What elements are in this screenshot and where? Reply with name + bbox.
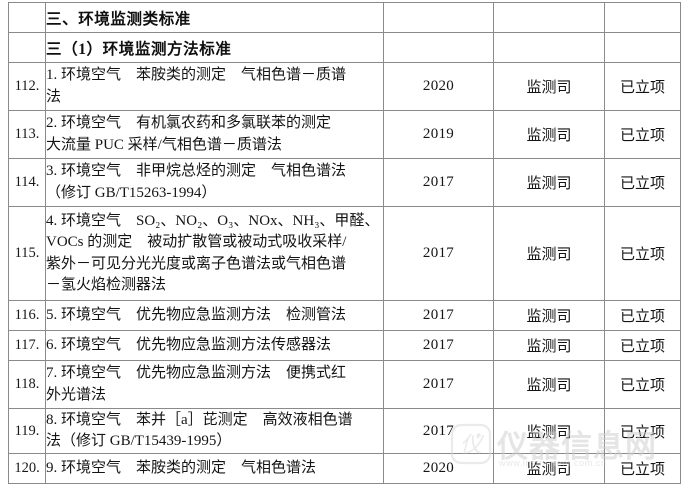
- section-row-dept-cell: [493, 32, 605, 63]
- row-year: 2020: [383, 453, 494, 484]
- row-title-line: 8. 环境空气 苯并［a］芘测定 高效液相色谱: [46, 411, 353, 428]
- row-year: 2017: [383, 330, 494, 361]
- row-status: 已立项: [604, 453, 681, 484]
- row-title-line: 法: [46, 88, 62, 105]
- row-title: 7. 环境空气 优先物应急监测方法 便携式红 外光谱法: [45, 360, 384, 409]
- section-title: 三、环境监测类标准: [45, 2, 384, 33]
- section-row-num-cell: [8, 2, 46, 33]
- row-status: 已立项: [604, 360, 681, 409]
- row-title-line: －氢火焰检测器法: [46, 277, 167, 293]
- row-department: 监测司: [493, 453, 605, 484]
- table-row: 117. 6. 环境空气 优先物应急监测方法传感器法 2017 监测司 已立项: [8, 330, 681, 361]
- row-department: 监测司: [493, 158, 605, 207]
- row-title-line: 4. 环境空气 SO₂、NO₂、O₃、NOx、NH₃、甲醛、: [46, 212, 380, 229]
- row-year: 2020: [383, 62, 494, 111]
- table-body: 三、环境监测类标准 三（1）环境监测方法标准 112. 1. 环境空气 苯胺类的…: [8, 2, 681, 484]
- row-status: 已立项: [604, 408, 681, 454]
- row-title: 3. 环境空气 非甲烷总烃的测定 气相色谱法 （修订 GB/T15263-1994…: [45, 158, 384, 207]
- row-title-line: 大流量 PUC 采样/气相色谱－质谱法: [46, 136, 282, 153]
- row-department: 监测司: [493, 110, 605, 159]
- table-row: 114. 3. 环境空气 非甲烷总烃的测定 气相色谱法 （修订 GB/T15263…: [8, 158, 681, 207]
- section-row-dept-cell: [493, 2, 605, 33]
- row-title-line: 9. 环境空气 苯胺类的测定 气相色谱法: [46, 459, 317, 476]
- table-row: 120. 9. 环境空气 苯胺类的测定 气相色谱法 2020 监测司 已立项: [8, 453, 681, 484]
- row-title: 1. 环境空气 苯胺类的测定 气相色谱－质谱法: [45, 62, 384, 111]
- row-title: 4. 环境空气 SO₂、NO₂、O₃、NOx、NH₃、甲醛、 VOCs 的测定 被…: [45, 206, 384, 301]
- row-title-line: 1. 环境空气 苯胺类的测定 气相色谱－质谱: [46, 67, 347, 83]
- row-title: 2. 环境空气 有机氯农药和多氯联苯的测定 大流量 PUC 采样/气相色谱－质谱法: [45, 110, 384, 159]
- row-number: 118.: [8, 360, 46, 409]
- row-department: 监测司: [493, 408, 605, 454]
- row-title-line: 7. 环境空气 优先物应急监测方法 便携式红: [46, 365, 347, 381]
- row-department: 监测司: [493, 300, 605, 331]
- row-status: 已立项: [604, 110, 681, 159]
- row-year: 2017: [383, 408, 494, 454]
- row-status: 已立项: [604, 300, 681, 331]
- row-department: 监测司: [493, 360, 605, 409]
- row-year: 2017: [383, 158, 494, 207]
- section-row-num-cell: [8, 32, 46, 63]
- row-title: 5. 环境空气 优先物应急监测方法 检测管法: [45, 300, 384, 331]
- standards-table: 三、环境监测类标准 三（1）环境监测方法标准 112. 1. 环境空气 苯胺类的…: [8, 2, 681, 484]
- row-year: 2017: [383, 300, 494, 331]
- row-department: 监测司: [493, 62, 605, 111]
- row-title-line: VOCs 的测定 被动扩散管或被动式吸收采样/: [46, 234, 347, 250]
- row-title-line: （修订 GB/T15263-1994）: [46, 184, 217, 201]
- table-row: 112. 1. 环境空气 苯胺类的测定 气相色谱－质谱法 2020 监测司 已立…: [8, 62, 681, 111]
- row-title-line: 6. 环境空气 优先物应急监测方法传感器法: [46, 336, 332, 353]
- row-number: 116.: [8, 300, 46, 331]
- table-row: 116. 5. 环境空气 优先物应急监测方法 检测管法 2017 监测司 已立项: [8, 300, 681, 331]
- row-title-line: 2. 环境空气 有机氯农药和多氯联苯的测定: [46, 115, 332, 131]
- row-number: 114.: [8, 158, 46, 207]
- row-title: 6. 环境空气 优先物应急监测方法传感器法: [45, 330, 384, 361]
- table-row: 115. 4. 环境空气 SO₂、NO₂、O₃、NOx、NH₃、甲醛、 VOCs …: [8, 206, 681, 301]
- row-year: 2017: [383, 206, 494, 301]
- row-number: 112.: [8, 62, 46, 111]
- row-number: 115.: [8, 206, 46, 301]
- section-header-row: 三、环境监测类标准: [8, 2, 681, 33]
- row-title-line: 5. 环境空气 优先物应急监测方法 检测管法: [46, 306, 347, 323]
- row-title: 9. 环境空气 苯胺类的测定 气相色谱法: [45, 453, 384, 484]
- section-row-year-cell: [383, 2, 494, 33]
- table-row: 119. 8. 环境空气 苯并［a］芘测定 高效液相色谱 法（修订 GB/T154…: [8, 408, 681, 454]
- section-row-year-cell: [383, 32, 494, 63]
- section-header-row: 三（1）环境监测方法标准: [8, 32, 681, 63]
- section-title: 三（1）环境监测方法标准: [45, 32, 384, 63]
- row-year: 2017: [383, 360, 494, 409]
- table-row: 113. 2. 环境空气 有机氯农药和多氯联苯的测定 大流量 PUC 采样/气相色…: [8, 110, 681, 159]
- row-department: 监测司: [493, 206, 605, 301]
- row-year: 2019: [383, 110, 494, 159]
- section-row-status-cell: [604, 2, 681, 33]
- row-number: 117.: [8, 330, 46, 361]
- table-row: 118. 7. 环境空气 优先物应急监测方法 便携式红 外光谱法 2017 监测司…: [8, 360, 681, 409]
- row-status: 已立项: [604, 158, 681, 207]
- row-number: 113.: [8, 110, 46, 159]
- row-title-line: 3. 环境空气 非甲烷总烃的测定 气相色谱法: [46, 163, 347, 179]
- row-title-line: 紫外－可见分光光度或离子色谱法或气相色谱: [46, 255, 347, 272]
- row-number: 120.: [8, 453, 46, 484]
- row-title-line: 法（修订 GB/T15439-1995）: [46, 433, 232, 449]
- section-row-status-cell: [604, 32, 681, 63]
- row-department: 监测司: [493, 330, 605, 361]
- row-title-line: 外光谱法: [46, 386, 107, 403]
- row-status: 已立项: [604, 206, 681, 301]
- row-number: 119.: [8, 408, 46, 454]
- row-status: 已立项: [604, 330, 681, 361]
- row-status: 已立项: [604, 62, 681, 111]
- row-title: 8. 环境空气 苯并［a］芘测定 高效液相色谱 法（修订 GB/T15439-19…: [45, 408, 384, 454]
